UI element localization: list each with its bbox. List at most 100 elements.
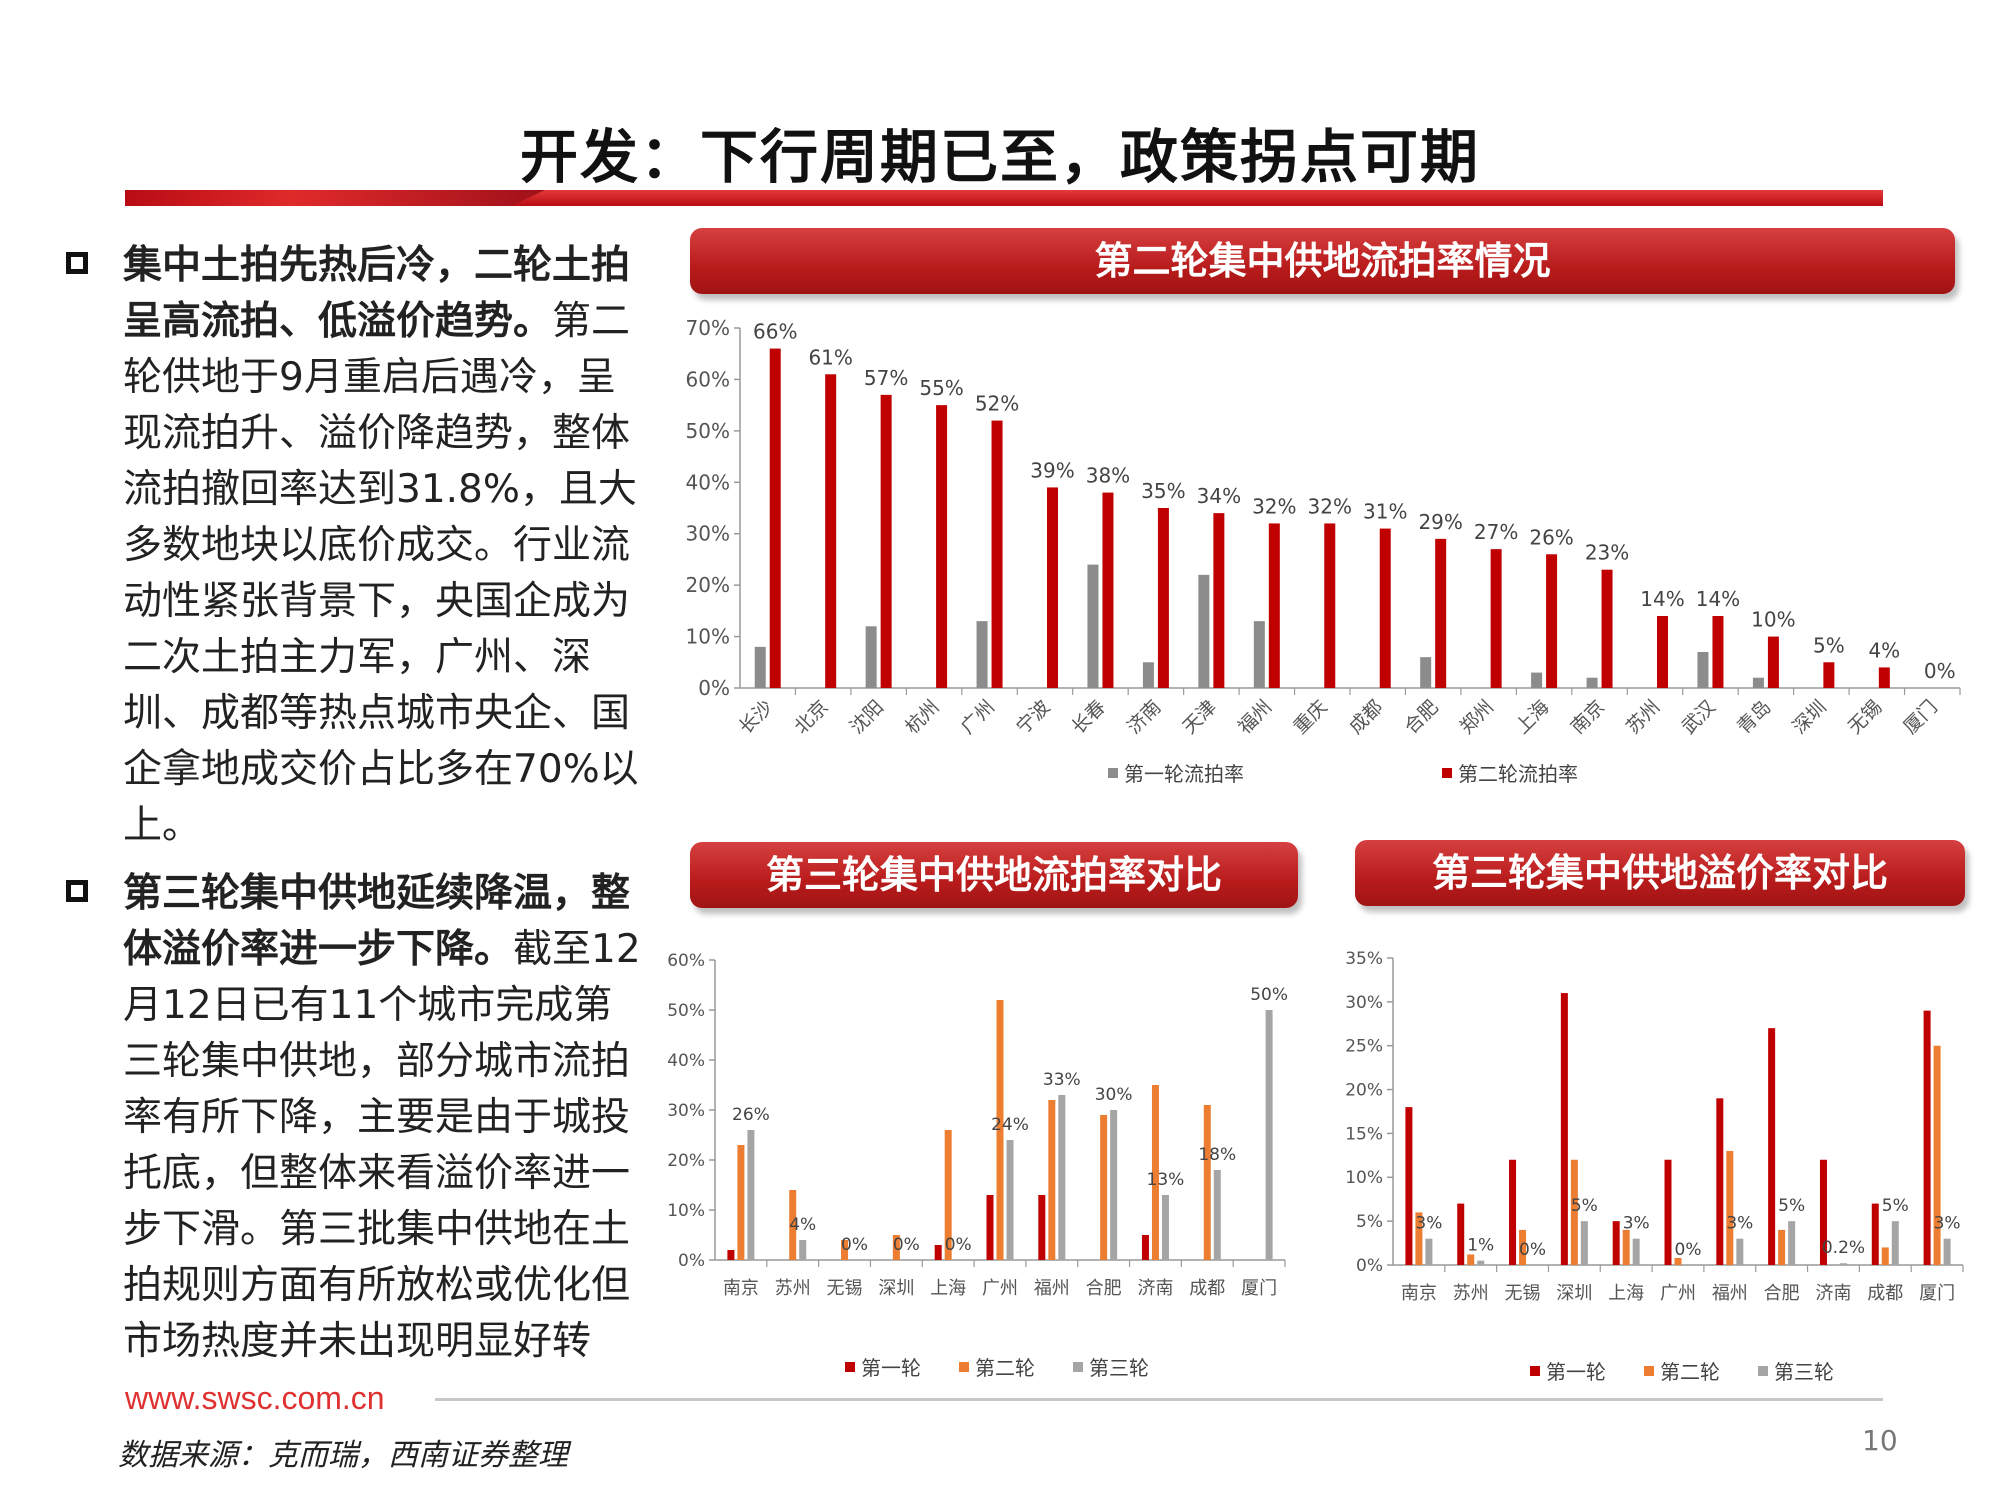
bar-第三轮 <box>1425 1238 1433 1265</box>
x-category-label: 济南 <box>1137 1278 1173 1299</box>
x-category-label: 济南 <box>1123 696 1165 738</box>
x-category-label: 苏州 <box>775 1278 811 1299</box>
y-tick-label: 50% <box>686 419 730 443</box>
bar-第一轮 <box>1664 1159 1672 1265</box>
legend-item: 第一轮流拍率 <box>1108 758 1244 787</box>
data-label: 4% <box>1868 638 1900 662</box>
data-label: 3% <box>1726 1214 1753 1234</box>
bar-第一轮 <box>1923 1010 1931 1265</box>
bar-第二轮 <box>1151 1085 1159 1260</box>
chart-third-round-unsold-rate: 0% 10% 20% 30% 40% 50% 60% 26% 南京 4% 苏州 0% 无锡 0% 深圳 0% 上… <box>667 951 1288 1299</box>
y-tick-label: 50% <box>667 1001 705 1021</box>
bar-第二轮流拍率 <box>1213 513 1225 688</box>
y-tick-label: 35% <box>1345 949 1383 969</box>
legend-swatch <box>1758 1365 1768 1376</box>
x-category-label: 青岛 <box>1733 696 1775 738</box>
y-tick-label: 30% <box>686 522 730 546</box>
legend-item: 第二轮 <box>1644 1356 1720 1385</box>
legend-swatch <box>1644 1365 1654 1376</box>
chart-2-title: 第三轮集中供地流拍率对比 <box>690 842 1298 908</box>
bar-第二轮 <box>1570 1159 1578 1265</box>
bar-第一轮流拍率 <box>1697 652 1709 688</box>
bar-第二轮流拍率 <box>769 348 781 688</box>
bullet-item-2: 第三轮集中供地延续降温，整体溢价率进一步下降。截至12月12日已有11个城市完成… <box>60 866 650 1370</box>
bar-第一轮 <box>934 1245 942 1260</box>
chart-2-legend: 第一轮 第二轮 第三轮 <box>845 1352 1149 1381</box>
data-label: 61% <box>808 345 852 369</box>
bar-第一轮 <box>1509 1159 1517 1265</box>
x-category-label: 无锡 <box>827 1278 863 1299</box>
bar-第二轮 <box>1203 1105 1211 1260</box>
bar-第二轮 <box>789 1190 797 1260</box>
x-category-label: 厦门 <box>1241 1278 1277 1299</box>
bar-第二轮流拍率 <box>1379 528 1391 688</box>
page-number: 10 <box>1862 1424 1898 1457</box>
bar-第二轮 <box>1881 1247 1889 1265</box>
x-category-label: 长春 <box>1068 696 1110 738</box>
page-title: 开发：下行周期已至，政策拐点可期 <box>519 123 1480 191</box>
data-label: 18% <box>1198 1145 1236 1165</box>
x-category-label: 苏州 <box>1622 696 1664 738</box>
bar-第一轮流拍率 <box>865 626 877 688</box>
chart-third-round-premium-rate: 0% 5% 10% 15% 20% 25% 30% 35% 3% 南京 1% 苏州 0% 无锡 5% 深圳 3%… <box>1345 949 1964 1304</box>
bar-第一轮 <box>1405 1107 1413 1265</box>
bar-第一轮流拍率 <box>1198 574 1210 688</box>
bar-第二轮流拍率 <box>1767 636 1779 688</box>
bar-第一轮 <box>727 1250 735 1260</box>
bar-第二轮流拍率 <box>1435 538 1447 688</box>
x-category-label: 上海 <box>930 1278 966 1299</box>
y-tick-label: 10% <box>1345 1168 1383 1188</box>
data-label: 3% <box>1623 1214 1650 1234</box>
chart-3-legend: 第一轮 第二轮 第三轮 <box>1530 1356 1834 1385</box>
data-label: 1% <box>1467 1236 1494 1256</box>
data-label: 33% <box>1043 1070 1081 1090</box>
bar-第二轮 <box>1519 1229 1527 1265</box>
x-category-label: 厦门 <box>1919 1283 1955 1304</box>
x-category-label: 沈阳 <box>846 696 888 738</box>
bar-第三轮 <box>1943 1238 1951 1265</box>
bar-第一轮 <box>1457 1203 1465 1265</box>
x-category-label: 深圳 <box>878 1278 914 1299</box>
legend-label: 第一轮 <box>1546 1360 1606 1384</box>
bar-第二轮流拍率 <box>1490 549 1502 688</box>
data-label: 0.2% <box>1822 1238 1865 1258</box>
data-label: 24% <box>991 1115 1029 1135</box>
x-category-label: 厦门 <box>1899 696 1941 738</box>
bar-第三轮 <box>1110 1110 1118 1260</box>
bar-第二轮 <box>1726 1150 1734 1265</box>
bar-第二轮流拍率 <box>825 374 837 688</box>
data-label: 57% <box>864 366 908 390</box>
x-category-label: 福州 <box>1034 1278 1070 1299</box>
legend-label: 第二轮 <box>1660 1360 1720 1384</box>
data-label: 27% <box>1474 520 1518 544</box>
checkbox-square-icon <box>66 880 88 902</box>
data-label: 5% <box>1571 1196 1598 1216</box>
x-category-label: 武汉 <box>1678 696 1720 738</box>
bullet-1-text: 第二轮供地于9月重启后遇冷，呈现流拍升、溢价降趋势，整体流拍撤回率达到31.8%… <box>123 299 639 848</box>
x-category-label: 长沙 <box>735 696 777 738</box>
bullet-2-text: 截至12月12日已有11个城市完成第三轮集中供地，部分城市流拍率有所下降，主要是… <box>123 927 641 1364</box>
y-tick-label: 40% <box>686 470 730 494</box>
bar-第一轮 <box>1141 1235 1149 1260</box>
y-tick-label: 15% <box>1345 1124 1383 1144</box>
footer-url-link[interactable]: www.swsc.com.cn <box>125 1380 385 1416</box>
x-category-label: 深圳 <box>1788 696 1830 738</box>
y-tick-label: 10% <box>667 1201 705 1221</box>
y-tick-label: 0% <box>678 1251 705 1271</box>
bar-第一轮流拍率 <box>1142 662 1154 688</box>
x-category-label: 郑州 <box>1456 696 1498 738</box>
bar-第二轮流拍率 <box>1878 667 1890 688</box>
data-label: 26% <box>1529 525 1573 549</box>
data-label: 14% <box>1640 587 1684 611</box>
legend-item: 第二轮 <box>959 1352 1035 1381</box>
bar-第二轮流拍率 <box>1823 662 1835 688</box>
x-category-label: 上海 <box>1511 696 1553 738</box>
data-label: 0% <box>1675 1240 1702 1260</box>
legend-swatch <box>1073 1361 1083 1372</box>
bar-第一轮流拍率 <box>1586 677 1598 688</box>
y-tick-label: 25% <box>1345 1037 1383 1057</box>
bar-第二轮 <box>1674 1257 1682 1265</box>
x-category-label: 合肥 <box>1400 696 1442 738</box>
data-label: 14% <box>1696 587 1740 611</box>
legend-label: 第一轮 <box>861 1356 921 1380</box>
